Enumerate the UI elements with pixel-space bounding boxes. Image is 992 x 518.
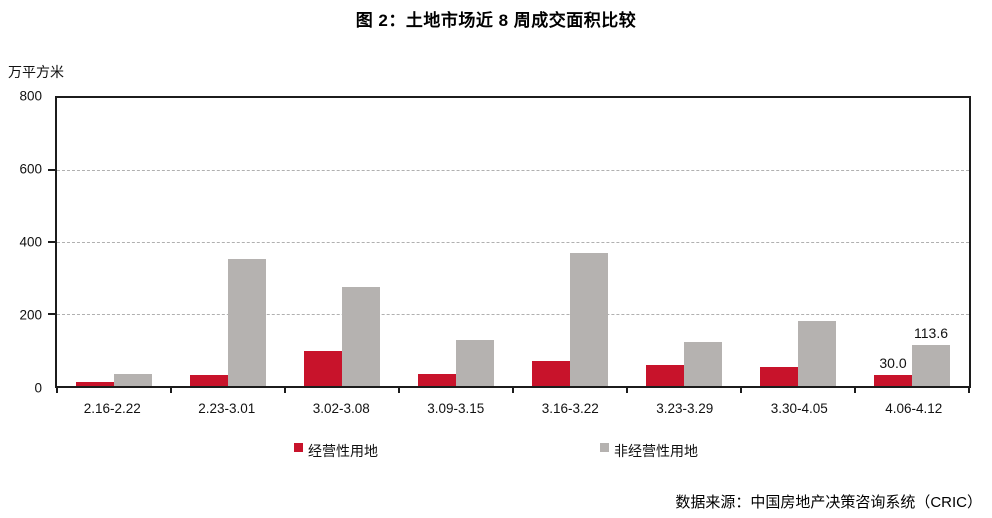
bar — [190, 375, 228, 386]
x-tick-label: 4.06-4.12 — [885, 401, 943, 416]
y-tick-label: 600 — [19, 161, 42, 177]
bar — [304, 351, 342, 386]
chart-title: 图 2：土地市场近 8 周成交面积比较 — [355, 11, 637, 30]
x-tick-mark — [968, 388, 970, 393]
x-tick-label: 3.09-3.15 — [427, 401, 485, 416]
bar — [342, 286, 380, 386]
x-tick-mark — [56, 388, 58, 393]
legend: 经营性用地 非经营性用地 — [0, 441, 992, 461]
data-source-note: 数据来源：中国房地产决策咨询系统（CRIC） — [675, 494, 982, 511]
x-tick-mark — [512, 388, 514, 393]
bar — [684, 341, 722, 386]
x-tick-label: 3.23-3.29 — [656, 401, 714, 416]
y-axis: 0 200 400 600 800 — [0, 89, 46, 396]
y-axis-unit-label: 万平方米 — [8, 64, 64, 80]
bar: 113.6 — [912, 325, 950, 386]
x-tick-label: 2.23-3.01 — [198, 401, 256, 416]
bar-group: 30.0 113.6 — [855, 98, 969, 386]
bar — [532, 360, 570, 386]
bar — [114, 374, 152, 386]
bar-group — [741, 98, 855, 386]
y-tick-mark — [48, 241, 55, 243]
bar-group — [399, 98, 513, 386]
bar — [76, 381, 114, 386]
x-tick-label: 3.30-4.05 — [770, 401, 828, 416]
y-tick-label: 200 — [19, 307, 42, 323]
bar-group — [285, 98, 399, 386]
bar-group — [513, 98, 627, 386]
x-tick-mark — [284, 388, 286, 393]
bar — [418, 374, 456, 386]
gridline — [57, 242, 969, 243]
legend-swatch-noncommercial — [600, 443, 609, 452]
y-tick-label: 0 — [34, 380, 42, 396]
x-tick-mark — [398, 388, 400, 393]
y-tick-mark — [48, 169, 55, 171]
bar — [760, 366, 798, 386]
x-tick-label: 3.16-3.22 — [541, 401, 599, 416]
bar — [570, 252, 608, 386]
gridline — [57, 170, 969, 171]
bar-group — [171, 98, 285, 386]
y-tick-label: 800 — [19, 88, 42, 104]
x-tick-mark — [170, 388, 172, 393]
legend-label-commercial: 经营性用地 — [308, 443, 378, 459]
y-tick-mark — [48, 313, 55, 315]
gridline — [57, 314, 969, 315]
x-tick-mark — [740, 388, 742, 393]
bar-group — [627, 98, 741, 386]
x-axis-labels: 2.16-2.22 2.23-3.01 3.02-3.08 3.09-3.15 3.16… — [55, 401, 971, 416]
bar — [456, 339, 494, 386]
x-tick-label: 3.02-3.08 — [312, 401, 370, 416]
bar — [798, 321, 836, 386]
x-tick-mark — [854, 388, 856, 393]
bar-value-label: 30.0 — [879, 355, 907, 372]
bar: 30.0 — [874, 355, 912, 386]
bar-group — [57, 98, 171, 386]
plot-area: 30.0 113.6 — [48, 96, 971, 393]
y-tick-label: 400 — [19, 234, 42, 250]
x-tick-label: 2.16-2.22 — [83, 401, 141, 416]
x-tick-mark — [626, 388, 628, 393]
legend-label-noncommercial: 非经营性用地 — [614, 443, 698, 459]
bar — [228, 258, 266, 386]
bar-groups: 30.0 113.6 — [57, 98, 969, 386]
bar-value-label: 113.6 — [914, 325, 948, 342]
legend-item-noncommercial: 非经营性用地 — [600, 441, 698, 461]
bar — [646, 365, 684, 386]
legend-swatch-commercial — [294, 443, 303, 452]
legend-item-commercial: 经营性用地 — [294, 441, 378, 461]
